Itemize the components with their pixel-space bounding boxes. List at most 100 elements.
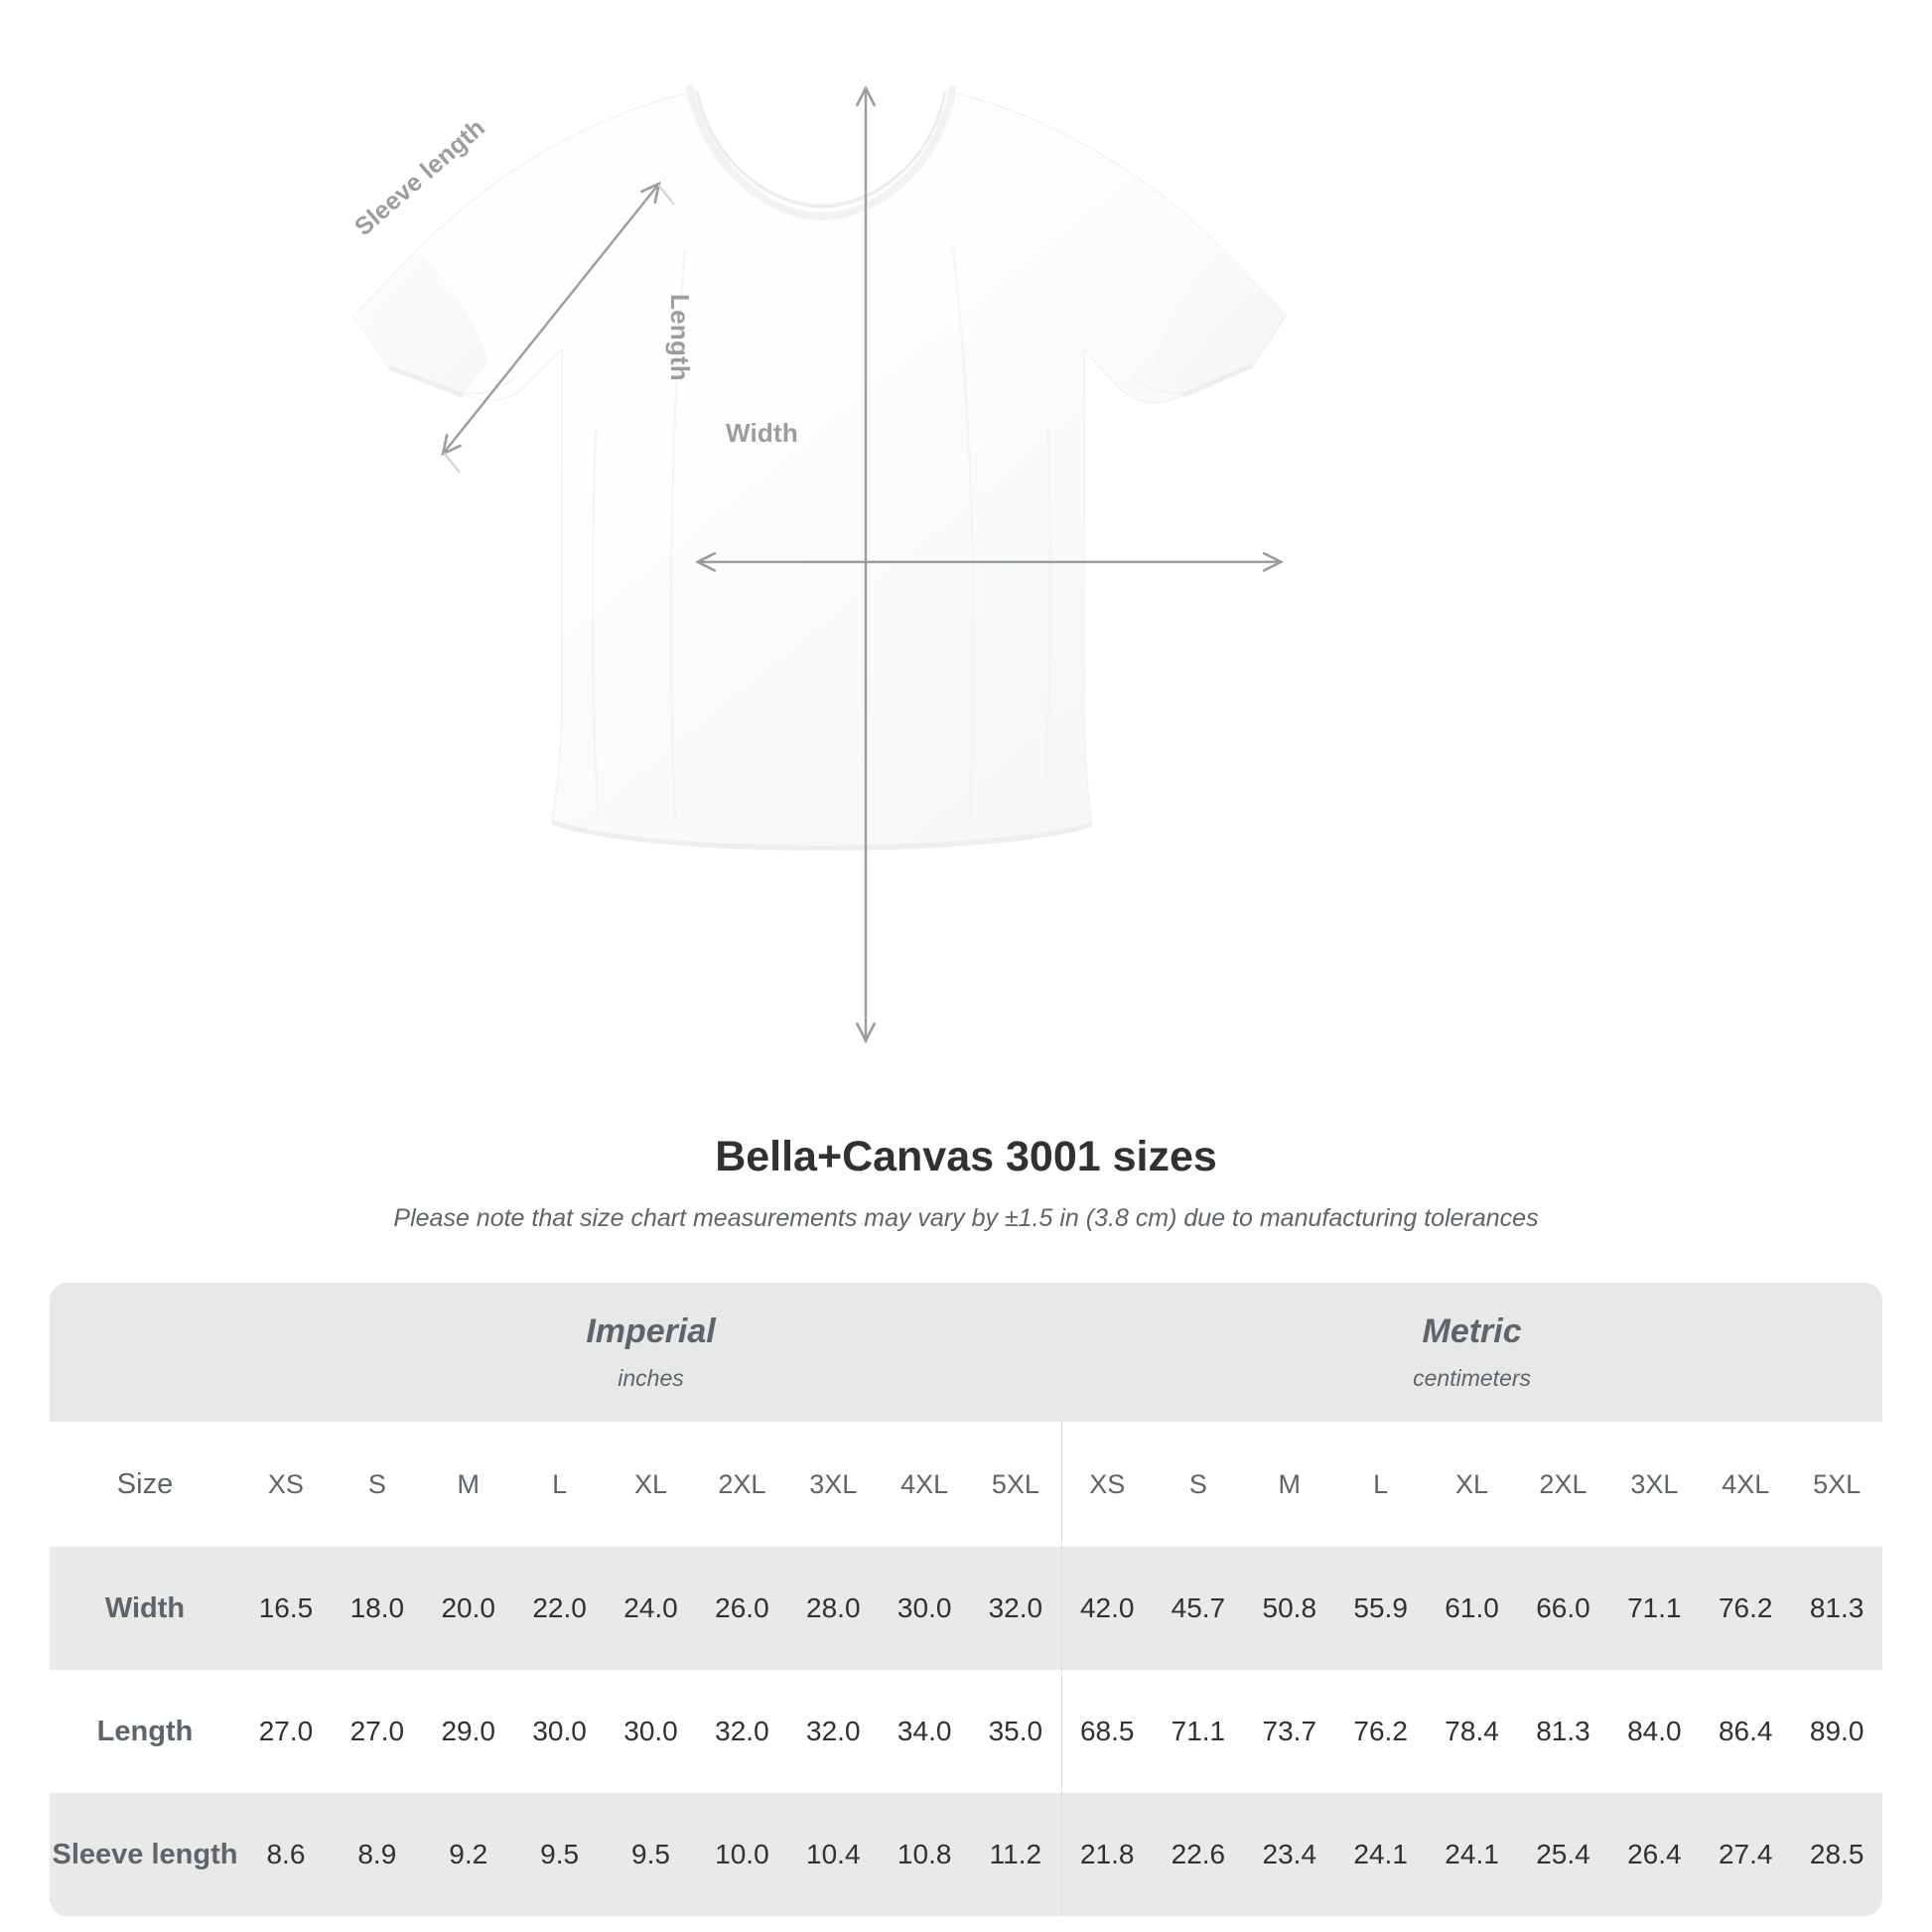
cell-sleeve-imperial-m: 9.2: [422, 1793, 514, 1916]
cell-sleeve-imperial-4xl: 10.8: [879, 1793, 971, 1916]
cell-length-metric-xl: 78.4: [1426, 1670, 1518, 1793]
cell-width-imperial-xl: 24.0: [605, 1547, 697, 1670]
size-header-imperial-xs: XS: [240, 1422, 332, 1547]
length-label: Length: [665, 294, 695, 381]
cell-length-metric-5xl: 89.0: [1791, 1670, 1883, 1793]
cell-width-imperial-4xl: 30.0: [879, 1547, 971, 1670]
cell-width-imperial-5xl: 32.0: [970, 1547, 1062, 1670]
cell-sleeve-imperial-2xl: 10.0: [696, 1793, 788, 1916]
size-header-metric-4xl: 4XL: [1700, 1422, 1792, 1547]
cell-sleeve-metric-5xl: 28.5: [1791, 1793, 1883, 1916]
size-header-metric-5xl: 5XL: [1791, 1422, 1883, 1547]
tshirt-diagram: Sleeve length Length Width: [349, 84, 1288, 1082]
size-header-metric-l: L: [1334, 1422, 1427, 1547]
tshirt-illustration: [352, 84, 1288, 1082]
unit-sub-imperial: inches: [618, 1365, 684, 1392]
page-title: Bella+Canvas 3001 sizes: [715, 1133, 1217, 1180]
table-row: Width 16.5 18.0 20.0 22.0 24.0 26.0 28.0…: [50, 1547, 1883, 1670]
cell-length-imperial-xl: 30.0: [605, 1670, 697, 1793]
cell-width-imperial-s: 18.0: [331, 1547, 423, 1670]
size-header-metric-3xl: 3XL: [1608, 1422, 1701, 1547]
size-table-wrapper: Imperial inches Metric centimeters Size …: [50, 1283, 1883, 1916]
cell-sleeve-metric-xs: 21.8: [1060, 1793, 1153, 1916]
width-label: Width: [726, 418, 798, 448]
unit-name-metric: Metric: [1422, 1312, 1522, 1351]
cell-width-metric-xl: 61.0: [1426, 1547, 1518, 1670]
sleeve-tick-top: [657, 184, 675, 206]
cell-length-metric-m: 73.7: [1243, 1670, 1335, 1793]
row-label-width: Width: [50, 1547, 240, 1670]
right-sleeve-hem: [1182, 362, 1254, 398]
cell-length-metric-3xl: 84.0: [1608, 1670, 1701, 1793]
cell-length-imperial-5xl: 35.0: [970, 1670, 1062, 1793]
cell-sleeve-metric-l: 24.1: [1334, 1793, 1427, 1916]
title-block: Bella+Canvas 3001 sizes Please note that…: [0, 1132, 1932, 1234]
cell-width-metric-2xl: 66.0: [1517, 1547, 1609, 1670]
cell-sleeve-metric-4xl: 27.4: [1700, 1793, 1792, 1916]
collar-outline: [695, 90, 947, 208]
cell-sleeve-metric-2xl: 25.4: [1517, 1793, 1609, 1916]
cell-length-metric-2xl: 81.3: [1517, 1670, 1609, 1793]
cell-length-imperial-3xl: 32.0: [787, 1670, 880, 1793]
size-header-metric-m: M: [1243, 1422, 1335, 1547]
cell-sleeve-metric-s: 22.6: [1152, 1793, 1244, 1916]
cell-length-imperial-4xl: 34.0: [879, 1670, 971, 1793]
cell-length-imperial-l: 30.0: [513, 1670, 606, 1793]
cell-width-metric-4xl: 76.2: [1700, 1547, 1792, 1670]
size-chart-table: Imperial inches Metric centimeters Size …: [50, 1283, 1883, 1916]
right-sleeve-shading: [1154, 250, 1287, 395]
cell-width-metric-m: 50.8: [1243, 1547, 1335, 1670]
cell-sleeve-metric-xl: 24.1: [1426, 1793, 1518, 1916]
cell-length-metric-s: 71.1: [1152, 1670, 1244, 1793]
size-header-metric-xs: XS: [1060, 1422, 1153, 1547]
fabric-folds: [464, 247, 1184, 831]
unit-band-row: Imperial inches Metric centimeters: [50, 1283, 1883, 1422]
size-header-imperial-2xl: 2XL: [696, 1422, 788, 1547]
size-header-metric-s: S: [1152, 1422, 1244, 1547]
table-row: Length 27.0 27.0 29.0 30.0 30.0 32.0 32.…: [50, 1670, 1883, 1793]
table-row: Sleeve length 8.6 8.9 9.2 9.5 9.5 10.0 1…: [50, 1793, 1883, 1916]
cell-width-imperial-xs: 16.5: [240, 1547, 332, 1670]
size-header-metric-2xl: 2XL: [1517, 1422, 1609, 1547]
cell-length-metric-4xl: 86.4: [1700, 1670, 1792, 1793]
cell-sleeve-imperial-3xl: 10.4: [787, 1793, 880, 1916]
cell-width-imperial-2xl: 26.0: [696, 1547, 788, 1670]
cell-width-metric-xs: 42.0: [1060, 1547, 1153, 1670]
size-header-imperial-xl: XL: [605, 1422, 697, 1547]
cell-sleeve-metric-3xl: 26.4: [1608, 1793, 1701, 1916]
unit-cell-metric: Metric centimeters: [1061, 1283, 1883, 1422]
cell-sleeve-imperial-5xl: 11.2: [970, 1793, 1062, 1916]
sleeve-tick-bottom: [443, 452, 461, 474]
size-header-imperial-s: S: [331, 1422, 423, 1547]
cell-length-metric-xs: 68.5: [1060, 1670, 1153, 1793]
cell-sleeve-metric-m: 23.4: [1243, 1793, 1335, 1916]
shirt-hem: [551, 819, 1093, 851]
cell-length-metric-l: 76.2: [1334, 1670, 1427, 1793]
size-header-metric-xl: XL: [1426, 1422, 1518, 1547]
cell-width-imperial-3xl: 28.0: [787, 1547, 880, 1670]
unit-cell-imperial: Imperial inches: [240, 1283, 1062, 1422]
cell-sleeve-imperial-l: 9.5: [513, 1793, 606, 1916]
size-header-imperial-5xl: 5XL: [970, 1422, 1062, 1547]
cell-sleeve-imperial-s: 8.9: [331, 1793, 423, 1916]
cell-width-metric-s: 45.7: [1152, 1547, 1244, 1670]
size-header-imperial-l: L: [513, 1422, 606, 1547]
cell-width-imperial-l: 22.0: [513, 1547, 606, 1670]
cell-length-imperial-xs: 27.0: [240, 1670, 332, 1793]
header-size-label: Size: [50, 1422, 240, 1547]
size-header-imperial-3xl: 3XL: [787, 1422, 880, 1547]
tolerance-note: Please note that size chart measurements…: [393, 1203, 1539, 1232]
unit-sub-metric: centimeters: [1413, 1365, 1532, 1392]
cell-length-imperial-s: 27.0: [331, 1670, 423, 1793]
unit-band-spacer: [50, 1283, 240, 1422]
cell-length-imperial-m: 29.0: [422, 1670, 514, 1793]
size-header-imperial-m: M: [422, 1422, 514, 1547]
unit-name-imperial: Imperial: [586, 1312, 716, 1351]
collar-rib: [685, 84, 957, 221]
cell-width-metric-5xl: 81.3: [1791, 1547, 1883, 1670]
cell-sleeve-imperial-xs: 8.6: [240, 1793, 332, 1916]
size-header-row: Size XS S M L XL 2XL 3XL 4XL 5XL XS S M …: [50, 1422, 1883, 1547]
row-label-length: Length: [50, 1670, 240, 1793]
cell-width-metric-3xl: 71.1: [1608, 1547, 1701, 1670]
